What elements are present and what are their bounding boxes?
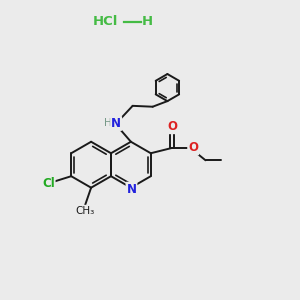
Text: H: H	[104, 118, 112, 128]
Text: O: O	[167, 120, 177, 133]
Text: O: O	[188, 141, 198, 154]
Text: Cl: Cl	[42, 177, 55, 190]
Text: N: N	[111, 117, 121, 130]
Text: H: H	[142, 15, 153, 28]
Text: HCl: HCl	[93, 15, 118, 28]
Text: N: N	[127, 183, 136, 196]
Text: CH₃: CH₃	[76, 206, 95, 216]
